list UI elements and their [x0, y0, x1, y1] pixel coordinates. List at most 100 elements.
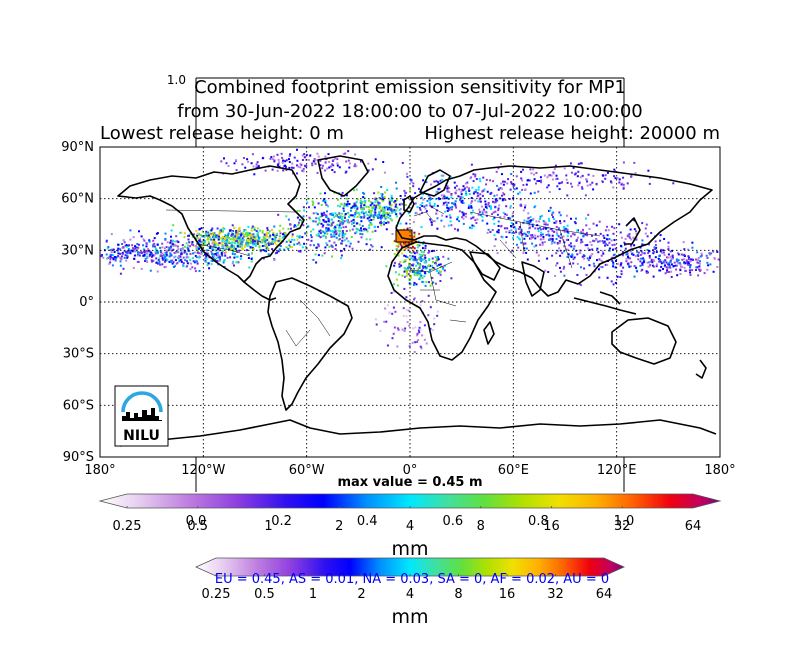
field-cell [258, 241, 261, 244]
field-cell [150, 253, 153, 255]
field-cell [584, 194, 587, 197]
field-cell [646, 271, 649, 274]
field-cell [564, 227, 567, 230]
field-cell [257, 231, 259, 234]
field-cell [593, 240, 596, 243]
field-cell [465, 192, 468, 195]
field-cell [259, 248, 261, 251]
field-cell [418, 244, 421, 247]
field-cell [279, 224, 282, 227]
field-cell [613, 227, 616, 230]
field-cell [317, 217, 320, 220]
field-cell [206, 234, 208, 237]
field-cell [457, 216, 459, 219]
field-cell [152, 245, 154, 248]
field-cell [637, 251, 640, 254]
field-cell [408, 324, 411, 327]
field-cell [265, 233, 268, 236]
field-cell [398, 209, 401, 212]
field-cell [484, 200, 487, 203]
field-cell [213, 254, 215, 257]
field-cell [515, 221, 518, 224]
field-cell [363, 216, 366, 219]
field-cell [208, 236, 211, 239]
field-cell [200, 227, 203, 230]
field-cell [222, 247, 225, 250]
field-cell [386, 206, 389, 209]
field-cell [703, 272, 706, 275]
field-cell [285, 215, 288, 218]
field-cell [445, 204, 448, 207]
field-cell [450, 196, 453, 199]
field-cell [330, 244, 333, 247]
field-cell [136, 254, 139, 257]
field-cell [268, 230, 271, 233]
field-cell [288, 239, 291, 242]
field-cell [342, 226, 345, 229]
field-cell [232, 235, 235, 238]
field-cell [611, 225, 614, 228]
field-cell [611, 244, 614, 246]
field-cell [419, 304, 422, 307]
field-cell [450, 208, 453, 211]
field-cell [500, 225, 503, 228]
field-cell [706, 261, 709, 264]
field-cell [433, 180, 436, 183]
field-cell [405, 222, 408, 225]
field-cell [505, 231, 508, 233]
field-cell [318, 222, 321, 225]
field-cell [339, 222, 342, 225]
field-cell [603, 240, 606, 243]
field-cell [580, 230, 583, 233]
field-cell [255, 239, 258, 242]
field-cell [323, 211, 326, 214]
field-cell [470, 206, 473, 209]
field-cell [506, 227, 509, 230]
field-cell [682, 241, 685, 244]
field-cell [377, 191, 380, 194]
lat-tick-label: 90°N [61, 140, 94, 155]
field-cell [203, 241, 205, 244]
field-cell [127, 248, 130, 251]
field-cell [602, 234, 605, 237]
field-cell [226, 239, 229, 242]
field-cell [233, 242, 236, 245]
field-cell [319, 229, 322, 232]
field-cell [300, 164, 303, 166]
field-cell [337, 220, 340, 222]
field-cell [344, 204, 347, 207]
field-cell [197, 250, 199, 253]
field-cell [323, 234, 326, 237]
field-cell [278, 248, 281, 251]
field-cell [111, 254, 114, 257]
field-cell [171, 243, 174, 246]
field-cell [473, 191, 476, 194]
field-cell [106, 247, 109, 250]
field-cell [439, 273, 442, 276]
field-cell [602, 174, 605, 177]
field-cell [610, 239, 613, 242]
field-cell [288, 154, 291, 157]
field-cell [448, 208, 451, 211]
field-cell [271, 228, 273, 231]
field-cell [625, 253, 628, 256]
field-cell [458, 188, 461, 191]
field-cell [664, 264, 666, 267]
field-cell [604, 177, 607, 180]
field-cell [592, 222, 595, 225]
field-cell [440, 270, 442, 273]
field-cell [461, 201, 464, 204]
field-cell [197, 246, 199, 249]
field-cell [169, 246, 172, 249]
field-cell [461, 199, 464, 202]
field-cell [388, 208, 391, 211]
field-cell [428, 281, 430, 284]
field-cell [559, 236, 562, 239]
field-cell [420, 260, 423, 263]
field-cell [520, 228, 523, 231]
field-cell [394, 202, 397, 205]
field-cell [301, 236, 304, 239]
field-cell [220, 237, 223, 240]
field-cell [411, 341, 414, 344]
field-cell [584, 217, 587, 220]
